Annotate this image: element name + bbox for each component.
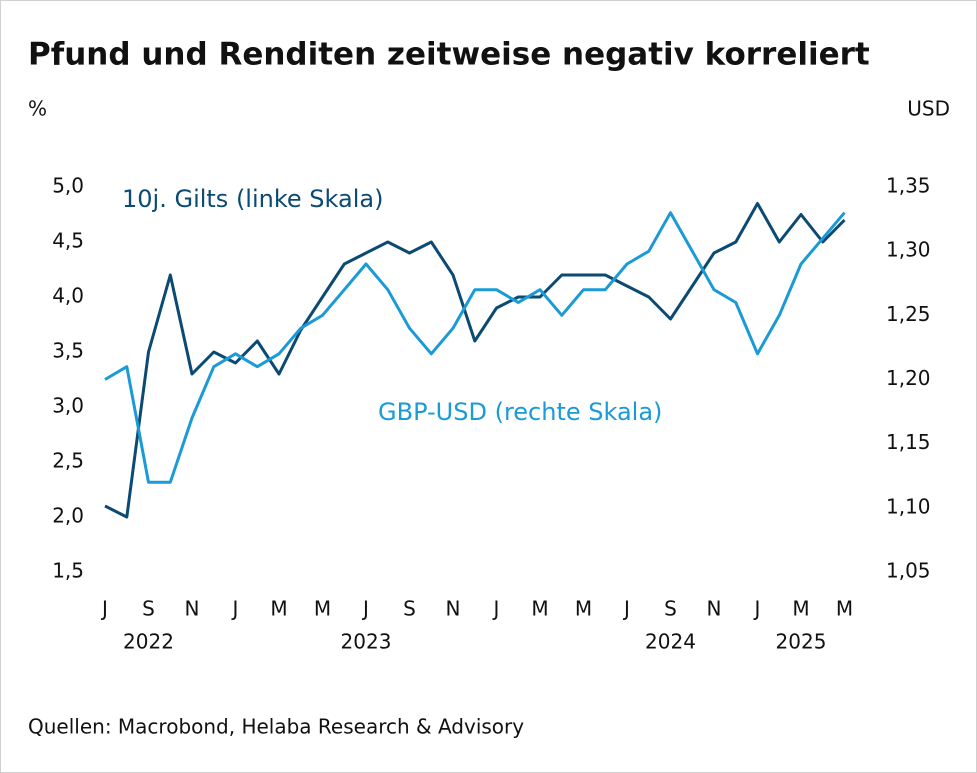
x-tick-label: S bbox=[664, 597, 677, 621]
x-tick-label: M bbox=[575, 597, 592, 621]
y2-tick-label: 1,35 bbox=[886, 174, 931, 198]
chart-title: Pfund und Renditen zeitweise negativ kor… bbox=[28, 37, 870, 73]
y2-tick-label: 1,15 bbox=[886, 430, 931, 454]
series-label: 10j. Gilts (linke Skala) bbox=[122, 185, 383, 213]
y2-tick-label: 1,05 bbox=[886, 559, 931, 583]
x-tick-label: J bbox=[622, 597, 630, 621]
y-tick-label: 5,0 bbox=[52, 174, 84, 198]
x-tick-label: M bbox=[270, 597, 287, 621]
x-tick-label: J bbox=[753, 597, 761, 621]
y2-tick-label: 1,30 bbox=[886, 238, 931, 262]
x-year-label: 2022 bbox=[123, 630, 174, 654]
line-series bbox=[104, 211, 846, 484]
x-tick-label: M bbox=[531, 597, 548, 621]
y-tick-label: 2,0 bbox=[52, 504, 84, 528]
x-tick-label: N bbox=[446, 597, 461, 621]
x-tick-label: S bbox=[142, 597, 155, 621]
y2-axis-label: USD bbox=[907, 97, 950, 121]
x-tick-label: J bbox=[100, 597, 108, 621]
y-tick-label: 4,5 bbox=[52, 229, 84, 253]
x-year-label: 2025 bbox=[776, 630, 827, 654]
x-tick-label: J bbox=[492, 597, 500, 621]
series-label: GBP-USD (rechte Skala) bbox=[378, 398, 662, 426]
y-axis-label: % bbox=[28, 97, 47, 121]
y-tick-label: 4,0 bbox=[52, 284, 84, 308]
y-tick-label: 2,5 bbox=[52, 449, 84, 473]
x-tick-label: J bbox=[361, 597, 369, 621]
x-tick-label: N bbox=[185, 597, 200, 621]
x-tick-label: S bbox=[403, 597, 416, 621]
y-tick-label: 3,0 bbox=[52, 394, 84, 418]
y2-tick-label: 1,25 bbox=[886, 302, 931, 326]
y-tick-label: 1,5 bbox=[52, 559, 84, 583]
x-tick-label: J bbox=[231, 597, 239, 621]
x-tick-label: M bbox=[792, 597, 809, 621]
x-tick-label: N bbox=[707, 597, 722, 621]
y2-tick-label: 1,10 bbox=[886, 494, 931, 518]
x-year-label: 2024 bbox=[645, 630, 696, 654]
y-tick-label: 3,5 bbox=[52, 339, 84, 363]
source: Quellen: Macrobond, Helaba Research & Ad… bbox=[28, 715, 524, 739]
x-year-label: 2023 bbox=[341, 630, 392, 654]
x-tick-label: M bbox=[836, 597, 853, 621]
y2-tick-label: 1,20 bbox=[886, 366, 931, 390]
x-tick-label: M bbox=[314, 597, 331, 621]
